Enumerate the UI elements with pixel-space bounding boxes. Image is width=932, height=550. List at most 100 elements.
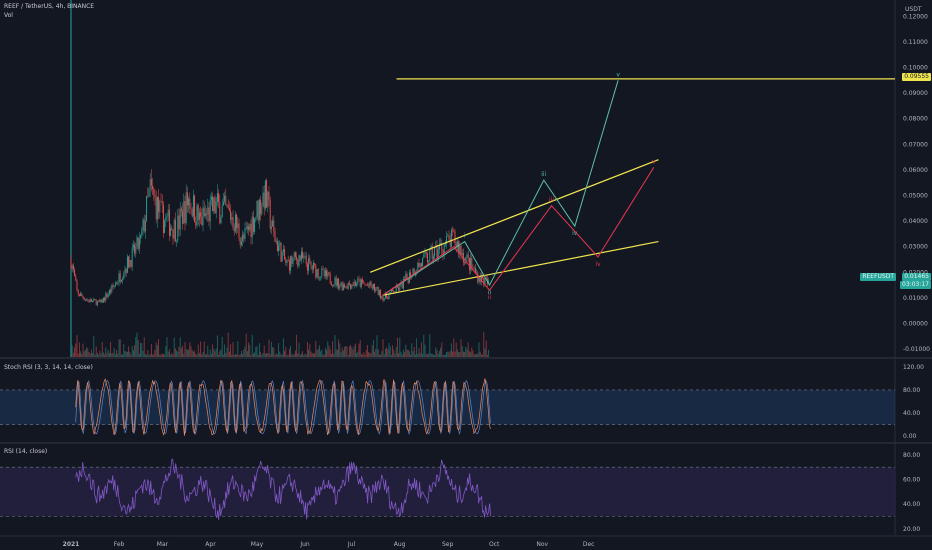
volume-bar — [96, 352, 98, 357]
candle-body — [444, 243, 446, 246]
candle-body — [488, 280, 490, 284]
candle-body — [185, 192, 187, 223]
volume-bar — [81, 353, 83, 357]
volume-bar — [273, 347, 275, 357]
candle-body — [304, 255, 306, 257]
candle-body — [370, 281, 372, 287]
candle-body — [298, 255, 300, 266]
candle-body — [274, 231, 276, 242]
volume-bar — [353, 346, 355, 357]
volume-bar — [220, 349, 222, 357]
volume-bar — [212, 344, 214, 357]
time-axis-label: Apr — [205, 541, 216, 548]
time-axis-label: Jul — [347, 541, 356, 548]
time-axis-label: Mar — [157, 541, 169, 548]
candle-body — [248, 226, 250, 230]
volume-bar — [292, 354, 294, 357]
volume-bar — [214, 351, 216, 357]
candle-body — [221, 205, 223, 218]
volume-bar — [444, 354, 446, 357]
stoch-k-line — [75, 378, 491, 437]
volume-bar — [200, 341, 202, 357]
volume-bar — [138, 353, 140, 357]
volume-bar — [227, 332, 229, 357]
volume-bar — [152, 354, 154, 357]
candle-body — [254, 218, 256, 232]
candle-body — [323, 269, 325, 277]
volume-bar — [388, 343, 390, 357]
volume-bar — [168, 349, 170, 357]
candle-body — [419, 263, 421, 267]
candle-body — [285, 259, 287, 263]
volume-bar — [129, 351, 131, 357]
volume-bar — [417, 354, 419, 357]
candle-body — [350, 284, 352, 289]
volume-bar — [440, 347, 442, 357]
volume-bar — [77, 353, 79, 357]
volume-bar — [431, 353, 433, 357]
candle-body — [318, 277, 320, 279]
volume-bar — [244, 346, 246, 357]
volume-bar — [428, 353, 430, 357]
volume-bar — [83, 351, 85, 357]
candle-body — [429, 249, 431, 262]
volume-bar — [460, 339, 462, 357]
candle-body — [450, 229, 452, 247]
candle-body — [256, 200, 258, 217]
candle-body — [308, 258, 310, 271]
volume-bar — [393, 349, 395, 357]
volume-bar — [282, 338, 284, 357]
candle-body — [84, 299, 86, 301]
stoch-rsi-label: Stoch RSI (3, 3, 14, 14, close) — [4, 364, 93, 371]
candle-body — [194, 195, 196, 223]
volume-bar — [104, 354, 106, 357]
volume-bar — [293, 354, 295, 357]
volume-bar — [90, 349, 92, 357]
candle-body — [382, 296, 384, 301]
volume-bar — [486, 354, 488, 357]
volume-bar — [320, 351, 322, 357]
candle-body — [339, 285, 341, 289]
candle-body — [237, 223, 239, 229]
candle-body — [74, 269, 76, 277]
volume-bar — [437, 353, 439, 357]
candle-body — [270, 226, 272, 229]
candle-body — [216, 193, 218, 202]
candle-body — [483, 278, 485, 285]
teal-wave-label: iv — [572, 230, 578, 237]
volume-bar — [237, 341, 239, 357]
volume-bar — [384, 348, 386, 357]
volume-bar — [165, 346, 167, 357]
candle-body — [141, 230, 143, 236]
volume-bar — [456, 349, 458, 357]
volume-bar — [178, 346, 180, 357]
volume-bar — [117, 353, 119, 357]
volume-bar — [470, 352, 472, 357]
volume-bar — [180, 348, 182, 357]
volume-bar — [105, 347, 107, 357]
volume-bar — [338, 339, 340, 357]
candle-body — [306, 263, 308, 271]
candle-body — [137, 237, 139, 249]
time-axis-label: May — [251, 541, 264, 548]
candle-body — [468, 257, 470, 270]
candle-body — [209, 200, 211, 222]
teal-wave-label: i — [464, 233, 466, 240]
candle-body — [260, 199, 262, 215]
volume-bar — [333, 353, 335, 357]
candle-body — [332, 285, 334, 287]
candle-body — [310, 261, 312, 266]
volume-bar — [432, 354, 434, 357]
candle-body — [172, 229, 174, 239]
candle-body — [392, 289, 394, 292]
candle-body — [197, 205, 199, 220]
candle-body — [249, 223, 251, 230]
candle-body — [156, 197, 158, 220]
price-tick-label: 0.00000 — [903, 321, 928, 328]
candle-body — [188, 198, 190, 206]
candle-body — [162, 204, 164, 233]
candle-body — [321, 268, 323, 277]
volume-bar — [285, 347, 287, 357]
candle-body — [246, 226, 248, 229]
